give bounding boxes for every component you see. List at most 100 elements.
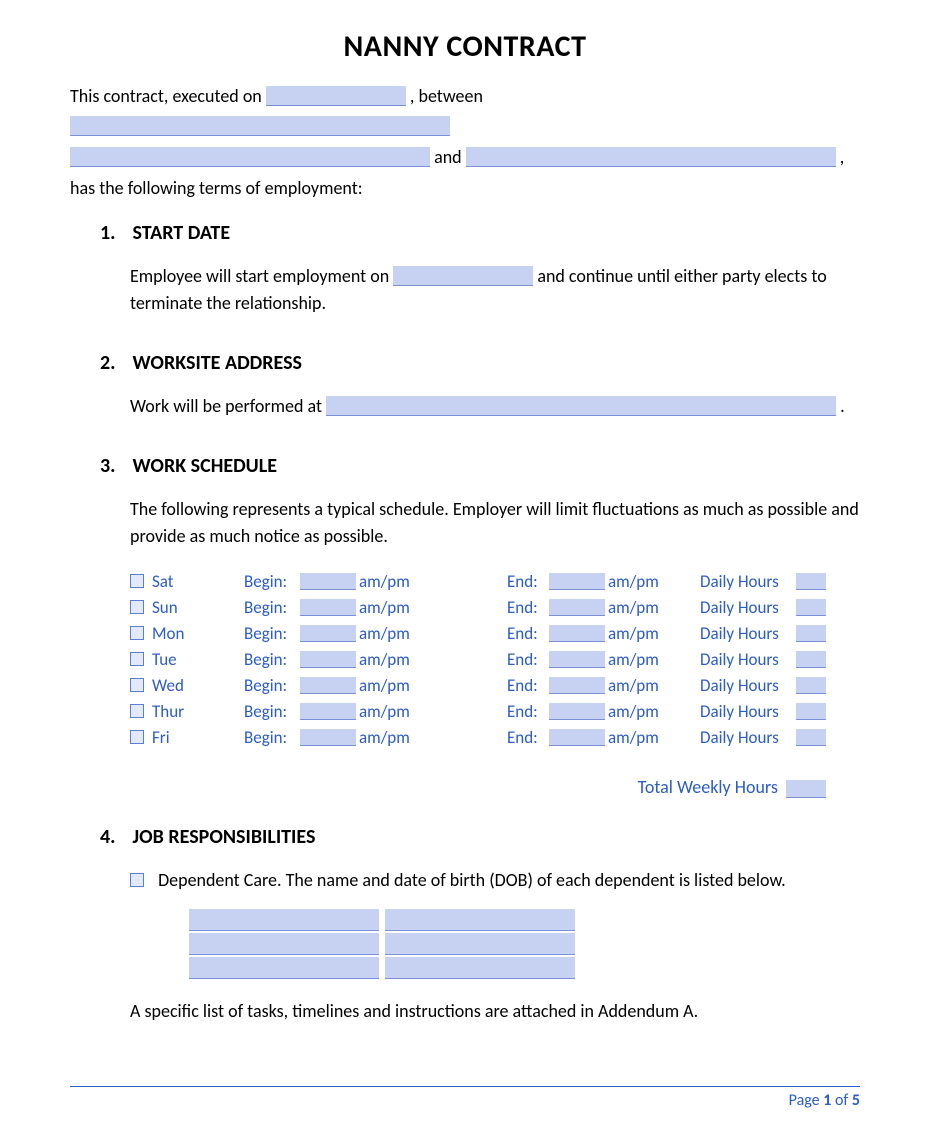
ampm-label: am/pm: [359, 647, 421, 673]
checkbox-day[interactable]: [130, 652, 144, 666]
blank-start-date[interactable]: [393, 266, 533, 286]
blank-begin[interactable]: [300, 703, 356, 720]
body-text: Work will be performed at: [130, 395, 326, 417]
checkbox-day[interactable]: [130, 574, 144, 588]
end-label: End:: [507, 621, 549, 647]
section-number: 1.: [100, 221, 128, 245]
blank-exec-date[interactable]: [266, 86, 406, 106]
blank-dep-name[interactable]: [189, 909, 379, 931]
checkbox-day[interactable]: [130, 678, 144, 692]
day-label: Fri: [152, 725, 244, 751]
section-number: 4.: [100, 825, 128, 849]
schedule-row: TueBegin:am/pmEnd:am/pmDaily Hours: [130, 646, 860, 672]
total-weekly-row: Total Weekly Hours: [130, 774, 860, 801]
section-number: 3.: [100, 454, 128, 478]
begin-label: Begin:: [244, 647, 300, 673]
begin-label: Begin:: [244, 621, 300, 647]
blank-daily-hours[interactable]: [796, 677, 826, 694]
checkbox-dependent-care[interactable]: [130, 873, 144, 887]
begin-label: Begin:: [244, 699, 300, 725]
daily-hours-label: Daily Hours: [700, 595, 796, 621]
blank-daily-hours[interactable]: [796, 703, 826, 720]
section-start-date: 1. START DATE Employee will start employ…: [100, 221, 860, 317]
blank-party1[interactable]: [70, 116, 450, 136]
blank-party1b[interactable]: [70, 147, 430, 167]
section-heading: START DATE: [133, 221, 231, 245]
daily-hours-label: Daily Hours: [700, 673, 796, 699]
blank-begin[interactable]: [300, 729, 356, 746]
ampm-label: am/pm: [608, 569, 670, 595]
checkbox-day[interactable]: [130, 600, 144, 614]
section-number: 2.: [100, 351, 128, 375]
checkbox-day[interactable]: [130, 730, 144, 744]
blank-dep-dob[interactable]: [385, 933, 575, 955]
ampm-label: am/pm: [608, 725, 670, 751]
end-label: End:: [507, 569, 549, 595]
blank-dep-dob[interactable]: [385, 957, 575, 979]
blank-begin[interactable]: [300, 573, 356, 590]
begin-label: Begin:: [244, 673, 300, 699]
section-schedule: 3. WORK SCHEDULE The following represent…: [100, 454, 860, 801]
begin-label: Begin:: [244, 595, 300, 621]
blank-party2[interactable]: [466, 147, 836, 167]
blank-begin[interactable]: [300, 677, 356, 694]
footer-page-label: Page: [789, 1091, 824, 1110]
blank-begin[interactable]: [300, 625, 356, 642]
section-worksite: 2. WORKSITE ADDRESS Work will be perform…: [100, 351, 860, 420]
daily-hours-label: Daily Hours: [700, 647, 796, 673]
blank-end[interactable]: [549, 703, 605, 720]
blank-end[interactable]: [549, 599, 605, 616]
blank-begin[interactable]: [300, 599, 356, 616]
footer-of: of: [831, 1091, 852, 1110]
preamble-text: , between: [410, 85, 483, 107]
section-heading: WORK SCHEDULE: [133, 454, 277, 478]
blank-daily-hours[interactable]: [796, 573, 826, 590]
ampm-label: am/pm: [359, 621, 421, 647]
blank-daily-hours[interactable]: [796, 651, 826, 668]
blank-end[interactable]: [549, 573, 605, 590]
blank-worksite[interactable]: [326, 396, 836, 416]
blank-total-hours[interactable]: [786, 780, 826, 798]
ampm-label: am/pm: [608, 621, 670, 647]
blank-daily-hours[interactable]: [796, 599, 826, 616]
day-label: Sat: [152, 569, 244, 595]
day-label: Mon: [152, 621, 244, 647]
daily-hours-label: Daily Hours: [700, 569, 796, 595]
checkbox-day[interactable]: [130, 626, 144, 640]
schedule-row: ThurBegin:am/pmEnd:am/pmDaily Hours: [130, 698, 860, 724]
blank-end[interactable]: [549, 625, 605, 642]
end-label: End:: [507, 595, 549, 621]
end-label: End:: [507, 725, 549, 751]
body-text: .: [840, 395, 845, 417]
blank-end[interactable]: [549, 729, 605, 746]
ampm-label: am/pm: [608, 673, 670, 699]
day-label: Sun: [152, 595, 244, 621]
ampm-label: am/pm: [359, 725, 421, 751]
ampm-label: am/pm: [608, 699, 670, 725]
checkbox-day[interactable]: [130, 704, 144, 718]
preamble-text: has the following terms of employment:: [70, 177, 363, 199]
preamble-text: This contract, executed on: [70, 85, 266, 107]
footer-total-pages: 5: [852, 1091, 860, 1110]
schedule-intro: The following represents a typical sched…: [130, 498, 859, 547]
end-label: End:: [507, 673, 549, 699]
daily-hours-label: Daily Hours: [700, 699, 796, 725]
blank-dep-name[interactable]: [189, 957, 379, 979]
schedule-row: WedBegin:am/pmEnd:am/pmDaily Hours: [130, 672, 860, 698]
end-label: End:: [507, 647, 549, 673]
blank-dep-dob[interactable]: [385, 909, 575, 931]
begin-label: Begin:: [244, 569, 300, 595]
addendum-text: A specific list of tasks, timelines and …: [130, 998, 860, 1025]
blank-daily-hours[interactable]: [796, 729, 826, 746]
blank-end[interactable]: [549, 651, 605, 668]
blank-end[interactable]: [549, 677, 605, 694]
blank-daily-hours[interactable]: [796, 625, 826, 642]
blank-dep-name[interactable]: [189, 933, 379, 955]
section-heading: WORKSITE ADDRESS: [133, 351, 302, 375]
day-label: Tue: [152, 647, 244, 673]
blank-begin[interactable]: [300, 651, 356, 668]
ampm-label: am/pm: [608, 595, 670, 621]
schedule-row: SatBegin:am/pmEnd:am/pmDaily Hours: [130, 568, 860, 594]
preamble: This contract, executed on , between and…: [70, 81, 860, 203]
section-responsibilities: 4. JOB RESPONSIBILITIES Dependent Care. …: [100, 825, 860, 1025]
